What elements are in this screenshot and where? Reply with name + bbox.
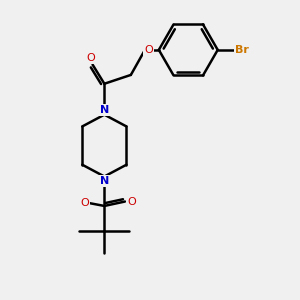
Text: N: N [100, 105, 109, 115]
Text: O: O [144, 45, 153, 55]
Text: Br: Br [235, 45, 249, 55]
Text: N: N [100, 176, 109, 186]
Text: O: O [127, 196, 136, 206]
Text: O: O [87, 53, 95, 63]
Text: O: O [81, 198, 90, 208]
